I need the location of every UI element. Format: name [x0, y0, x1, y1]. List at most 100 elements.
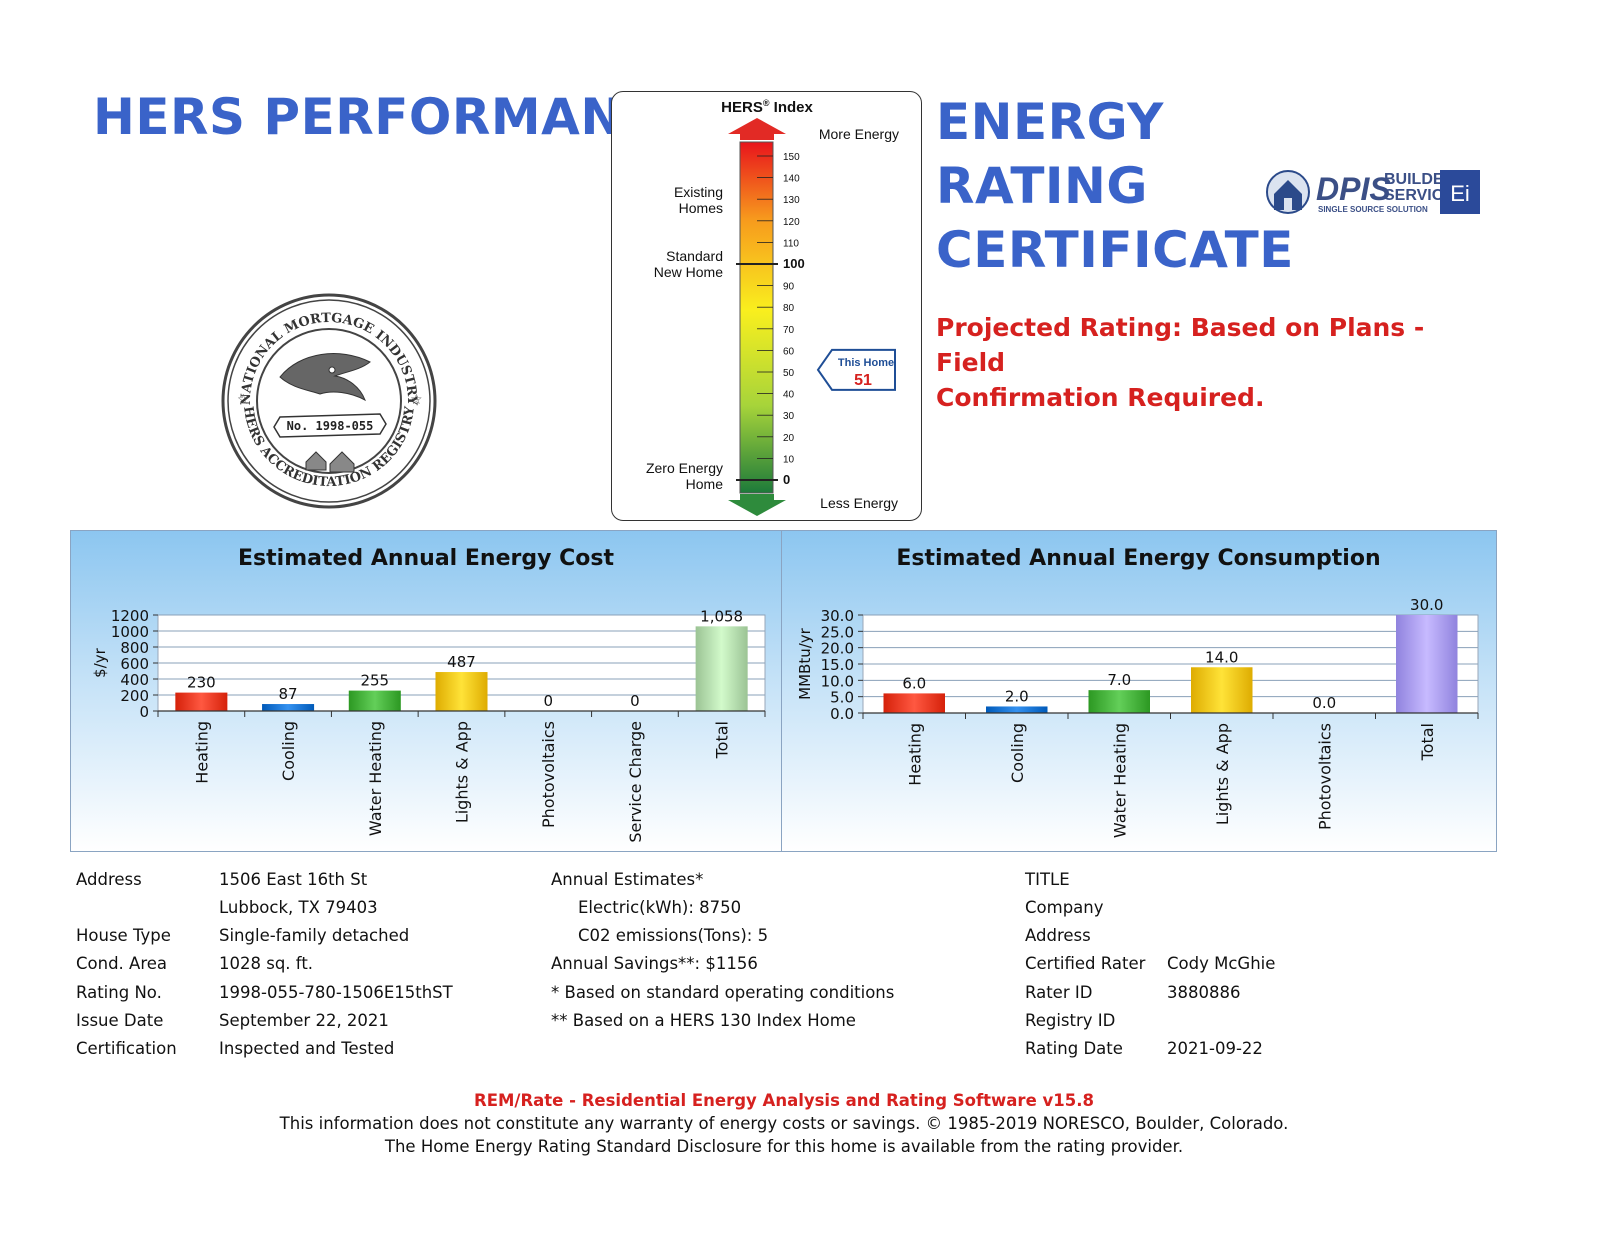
bar-total [1396, 615, 1458, 713]
hers-tick-label: 150 [783, 152, 800, 163]
bar-heating [883, 693, 945, 713]
rater-title: TITLE [1025, 870, 1070, 889]
software-credit: REM/Rate - Residential Energy Analysis a… [474, 1091, 1094, 1110]
eagle-icon [279, 353, 371, 402]
projected-line-2: Confirmation Required. [936, 383, 1265, 412]
bar-value-label: 2.0 [1005, 687, 1029, 705]
y-tick-label: 5.0 [830, 689, 854, 707]
y-axis-label: $/yr [91, 647, 109, 677]
cond-area-value: 1028 sq. ft. [219, 954, 314, 973]
y-tick-label: 20.0 [821, 640, 854, 658]
less-energy-label: Less Energy [820, 495, 898, 511]
charts-canvas: 120010008006004002000$/yr230Heating87Coo… [91, 596, 1479, 843]
issue-date-value: September 22, 2021 [219, 1011, 389, 1030]
hers-tick-label: 60 [783, 346, 795, 357]
this-home-value: 51 [854, 372, 872, 389]
hers-tick-label: 0 [783, 472, 790, 487]
y-tick-label: 1000 [111, 623, 149, 641]
rating-date-value: 2021-09-22 [1167, 1039, 1263, 1058]
warranty-disclaimer: This information does not constitute any… [279, 1114, 1289, 1133]
x-category-label: Lights & App [453, 721, 472, 823]
x-category-label: Heating [192, 721, 211, 784]
ei-badge [1440, 170, 1480, 214]
more-energy-arrow-icon [728, 118, 786, 140]
existing-homes-label-2: Homes [679, 200, 723, 216]
bar-value-label: 87 [279, 685, 298, 703]
hers-tick-label: 100 [783, 256, 805, 271]
rater-id-label: Rater ID [1025, 983, 1093, 1002]
electric-estimate: Electric(kWh): 8750 [578, 898, 742, 917]
x-category-label: Cooling [279, 721, 298, 781]
bar-value-label: 0 [630, 692, 640, 710]
svg-text:☆: ☆ [410, 392, 423, 408]
houses-icon [305, 451, 355, 473]
certificate-title-right: ENERGY RATING CERTIFICATE [936, 90, 1294, 282]
x-category-label: Lights & App [1213, 723, 1232, 825]
rating-no-label: Rating No. [76, 983, 162, 1002]
address-label: Address [76, 870, 142, 889]
y-tick-label: 25.0 [821, 623, 854, 641]
title-word-energy: ENERGY [936, 93, 1164, 151]
y-tick-label: 30.0 [821, 607, 854, 625]
estimates-note-2: ** Based on a HERS 130 Index Home [551, 1011, 856, 1030]
zero-energy-label-2: Home [686, 476, 724, 492]
bar-lights-app [435, 672, 488, 711]
logo-brand: DPIS [1316, 171, 1391, 207]
seal-number: No. 1998-055 [287, 419, 374, 433]
y-tick-label: 0.0 [830, 705, 854, 723]
hers-scale-bar [739, 141, 774, 494]
hers-tick-label: 10 [783, 454, 795, 465]
x-category-label: Total [713, 721, 732, 759]
dpis-logo: DPIS BUILDER SERVICES SINGLE SOURCE SOLU… [1264, 166, 1484, 218]
bar-lights-app [1191, 667, 1253, 713]
hers-tick-label: 140 [783, 174, 800, 185]
hers-index-panel: HERS® Index 150 140 130 120 110 100 90 80 70 60 50… [611, 91, 922, 521]
standard-new-home-label-1: Standard [666, 248, 723, 264]
bar-value-label: 255 [360, 672, 389, 690]
bar-value-label: 487 [447, 653, 476, 671]
hers-tick-label: 70 [783, 325, 795, 336]
house-type-value: Single-family detached [219, 926, 410, 945]
y-tick-label: 200 [120, 687, 149, 705]
issue-date-label: Issue Date [76, 1011, 164, 1030]
rating-no-value: 1998-055-780-1506E15thST [219, 983, 453, 1002]
bar-total [695, 626, 748, 711]
y-tick-label: 800 [120, 639, 149, 657]
rater-address: Address [1025, 926, 1091, 945]
x-category-label: Service Charge [626, 721, 645, 843]
zero-energy-label-1: Zero Energy [646, 460, 723, 476]
annual-estimates-heading: Annual Estimates* [551, 870, 704, 889]
address-line-1: 1506 East 16th St [219, 870, 368, 889]
x-category-label: Water Heating [366, 721, 385, 836]
address-line-2: Lubbock, TX 79403 [219, 898, 378, 917]
x-category-label: Water Heating [1110, 723, 1129, 838]
annual-savings: Annual Savings**: $1156 [551, 954, 758, 973]
chart-divider [781, 530, 782, 851]
rater-company: Company [1025, 898, 1104, 917]
y-tick-label: 400 [120, 671, 149, 689]
certificate-title-left: HERS PERFORMANCE [93, 88, 695, 146]
hers-tick-label: 130 [783, 195, 800, 206]
projected-line-1: Projected Rating: Based on Plans - Field [936, 313, 1425, 377]
y-tick-label: 1200 [111, 607, 149, 625]
bar-heating [175, 692, 228, 711]
estimates-note-1: * Based on standard operating conditions [551, 983, 895, 1002]
cond-area-label: Cond. Area [76, 954, 168, 973]
logo-line1: BUILDER [1384, 171, 1456, 188]
rating-date-label: Rating Date [1025, 1039, 1123, 1058]
y-tick-label: 600 [120, 655, 149, 673]
hers-tick-label: 110 [783, 238, 799, 249]
bar-water-heating [348, 690, 401, 711]
this-home-pointer: This Home 51 [816, 348, 896, 391]
cost-chart: 120010008006004002000$/yr230Heating87Coo… [91, 607, 766, 843]
bar-cooling [986, 706, 1048, 713]
bar-value-label: 0.0 [1312, 694, 1336, 712]
bar-value-label: 230 [187, 674, 216, 692]
y-tick-label: 0 [139, 703, 149, 721]
this-home-label: This Home [838, 357, 894, 369]
y-tick-label: 10.0 [821, 672, 854, 690]
house-type-label: House Type [76, 926, 171, 945]
y-axis-label: MMBtu/yr [796, 627, 814, 699]
title-word-certificate: CERTIFICATE [936, 221, 1294, 279]
